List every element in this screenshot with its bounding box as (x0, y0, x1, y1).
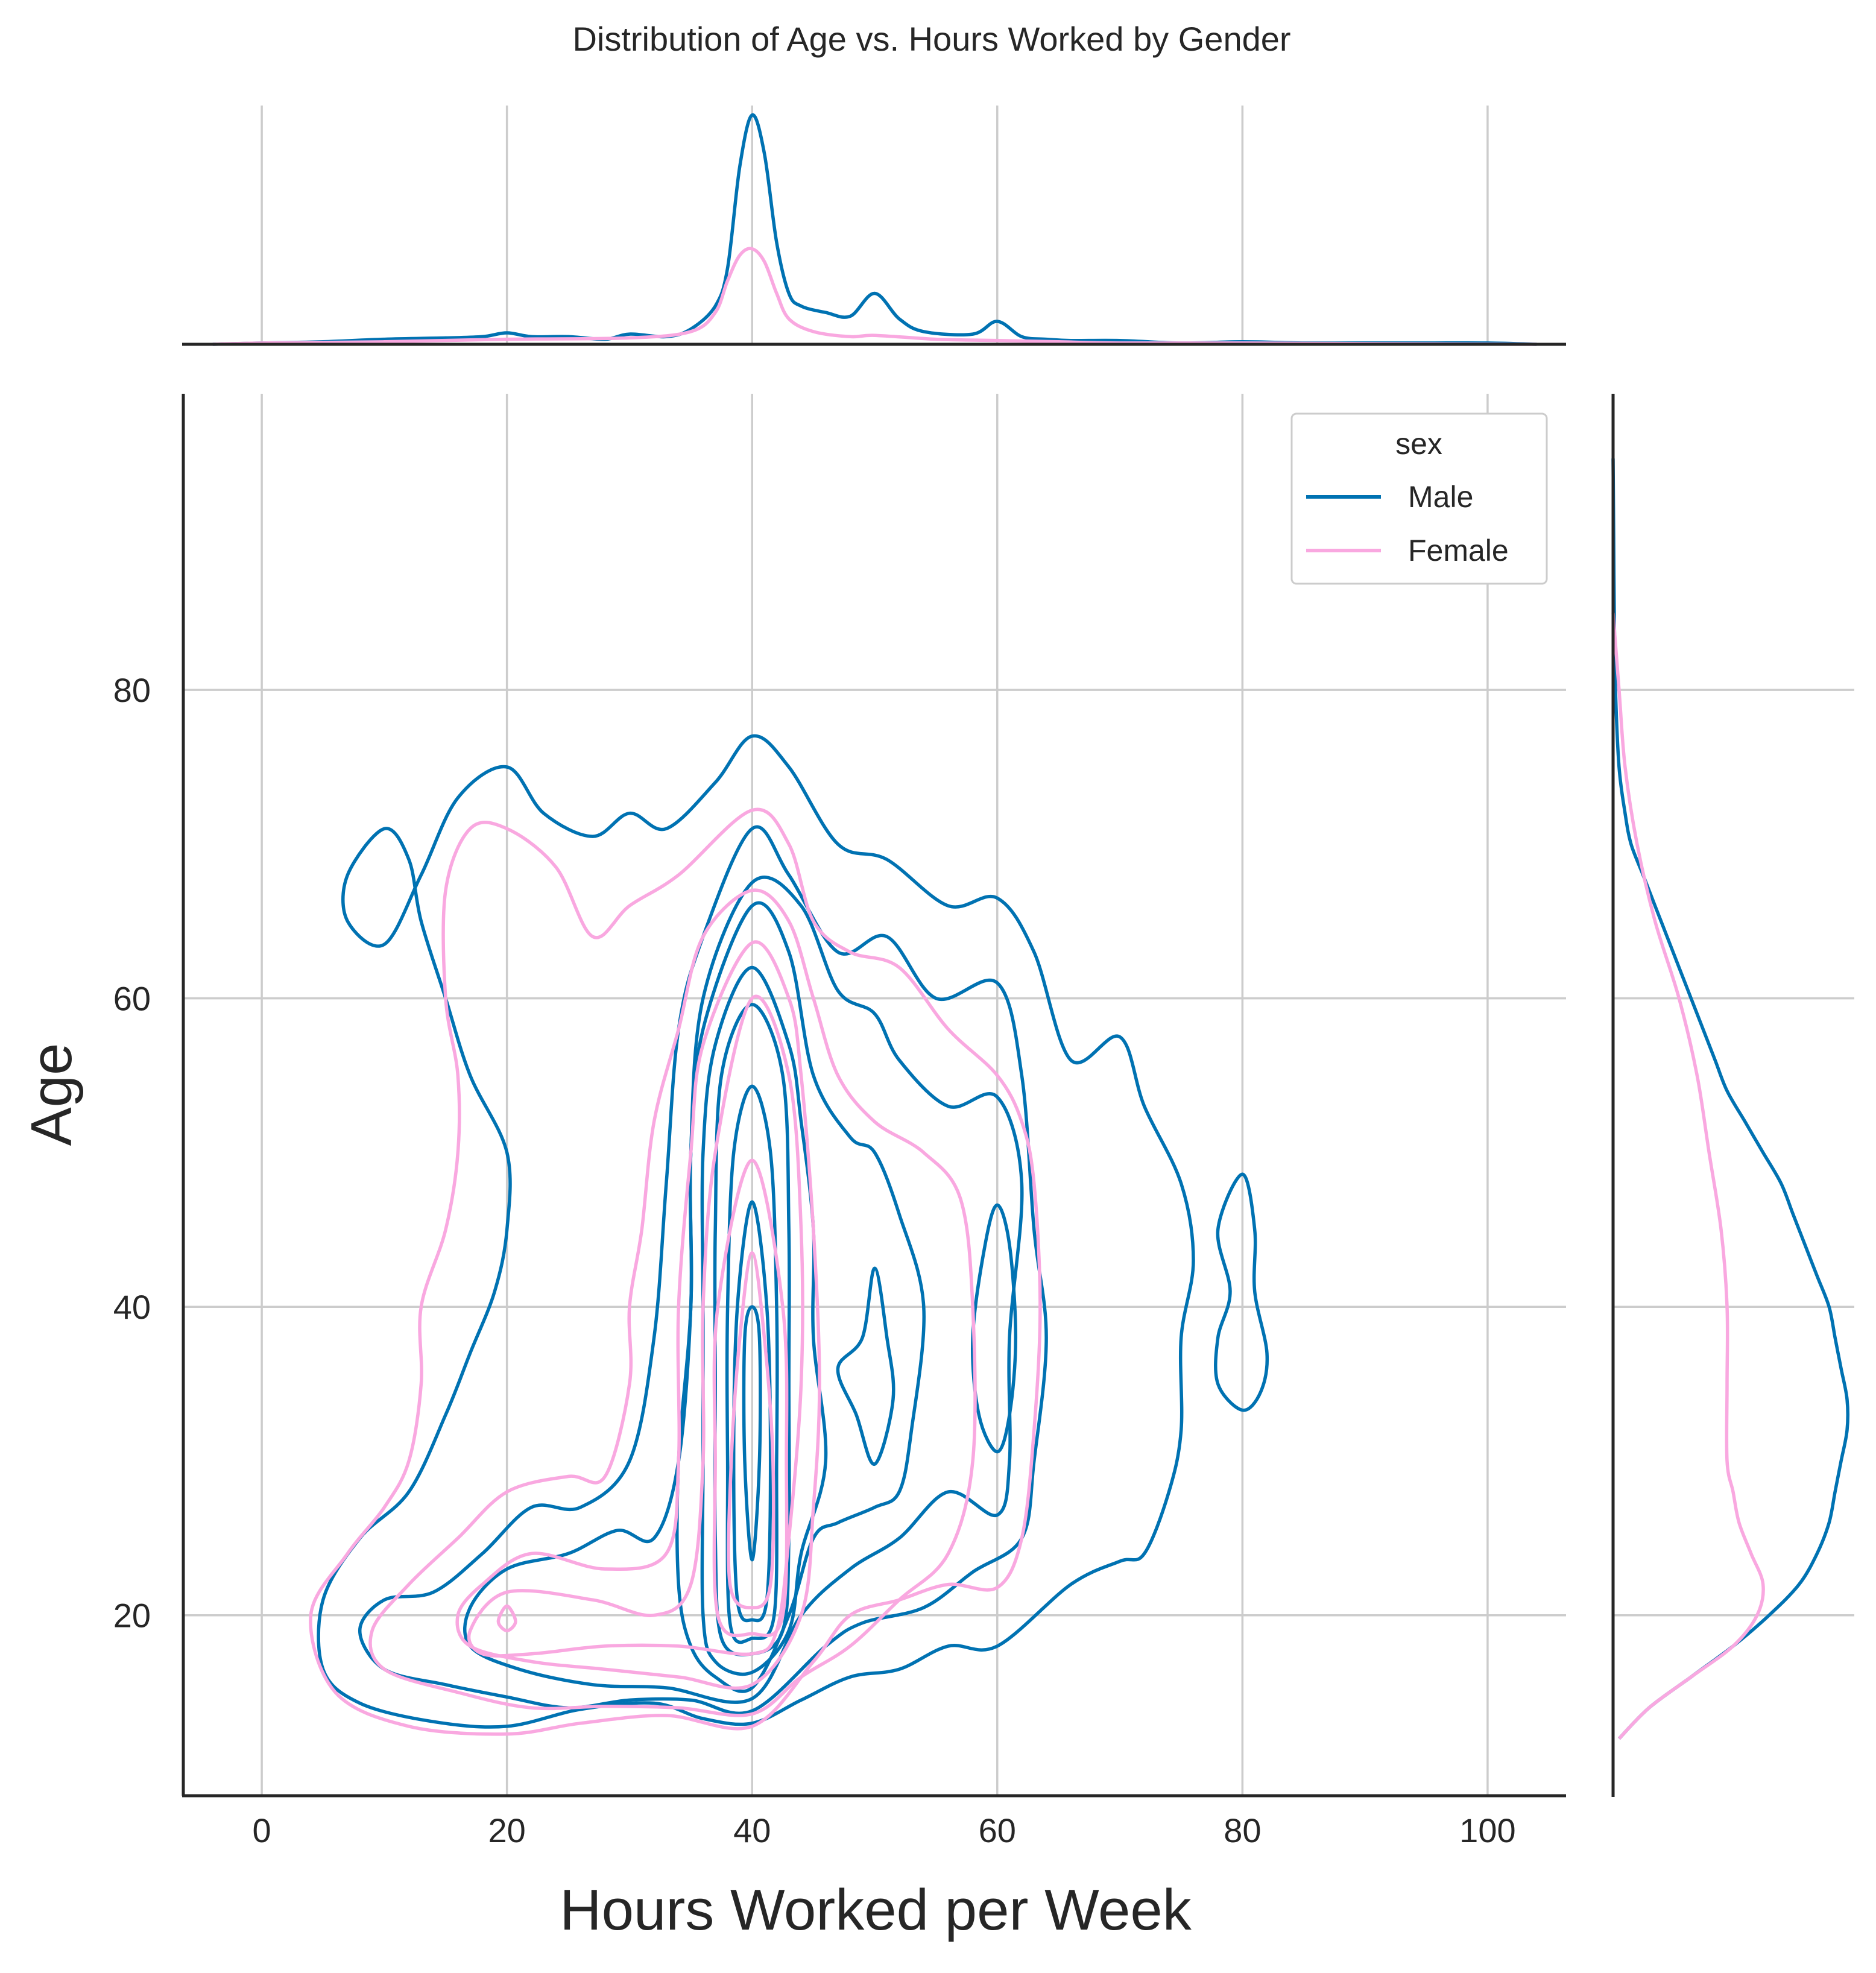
y-tick-label: 80 (113, 671, 151, 709)
chart-title: Distribution of Age vs. Hours Worked by … (572, 20, 1290, 58)
tick-labels: 0 20 40 60 80 100 20 40 60 80 (113, 671, 1516, 1849)
legend-label-female: Female (1408, 534, 1509, 567)
x-axis-label: Hours Worked per Week (560, 1878, 1192, 1942)
legend-frame (1290, 412, 1548, 585)
marginal-y-curves (1611, 458, 1850, 1740)
kde-contour-female (368, 888, 977, 1717)
x-tick-label: 40 (733, 1811, 771, 1849)
kde-contour-female (727, 1251, 775, 1609)
kde-contour-male (725, 1084, 779, 1644)
marginal-y-density-female (1611, 612, 1765, 1740)
kde-contour-male (742, 1305, 762, 1562)
y-axis-label: Age (19, 1043, 84, 1146)
x-tick-label: 20 (488, 1811, 526, 1849)
x-tick-label: 80 (1224, 1811, 1261, 1849)
kde-contour-male (1214, 1172, 1269, 1412)
kde-contour-female (496, 1604, 517, 1633)
kde-contour-female (712, 1158, 789, 1638)
kde-contour-female (467, 994, 804, 1658)
x-tick-label: 60 (979, 1811, 1016, 1849)
gridlines (183, 106, 1854, 1796)
kde-contours (309, 734, 1269, 1736)
legend-label-male: Male (1408, 480, 1473, 514)
marginal-y-density-male (1611, 458, 1850, 1740)
kde-contour-female (309, 807, 1042, 1736)
x-tick-label: 100 (1459, 1811, 1515, 1849)
x-tick-label: 0 (253, 1811, 271, 1849)
y-tick-label: 60 (113, 980, 151, 1018)
kde-contour-male (463, 876, 1024, 1704)
y-tick-label: 40 (113, 1288, 151, 1326)
legend: sex Male Female (1290, 412, 1548, 585)
y-tick-label: 20 (113, 1597, 151, 1635)
legend-title: sex (1395, 427, 1442, 461)
kde-contour-male (836, 1266, 895, 1466)
kde-contour-male (731, 1200, 772, 1623)
